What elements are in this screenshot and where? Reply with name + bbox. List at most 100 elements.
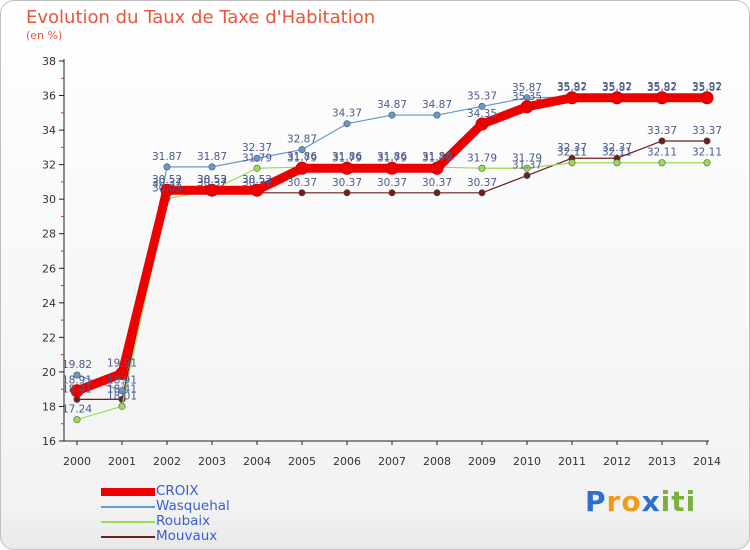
data-label: 31.86: [377, 151, 407, 163]
data-label: 30.37: [422, 177, 452, 189]
data-point: [703, 137, 711, 145]
data-label: 30.37: [287, 177, 317, 189]
data-point: [700, 91, 714, 105]
data-label: 32.87: [287, 134, 317, 146]
data-label: 34.87: [422, 99, 452, 111]
data-label: 32.11: [557, 147, 587, 159]
data-label: 31.79: [467, 152, 497, 164]
data-point: [73, 371, 81, 379]
x-tick-label: 2004: [243, 455, 271, 468]
y-tick-label: 36: [42, 90, 56, 103]
y-tick-label: 38: [42, 55, 56, 68]
data-label: 31.79: [512, 152, 542, 164]
data-label: 30.37: [242, 177, 272, 189]
data-label: 32.11: [647, 147, 677, 159]
x-tick-label: 2003: [198, 455, 226, 468]
data-point: [433, 189, 441, 197]
y-tick-label: 34: [42, 124, 56, 137]
data-label: 31.79: [422, 152, 452, 164]
logo-letter: i: [685, 485, 697, 518]
x-tick-label: 2001: [108, 455, 136, 468]
legend-item-wasquehal: Wasquehal: [101, 498, 301, 515]
data-point: [478, 189, 486, 197]
data-label: 32.37: [557, 142, 587, 154]
data-point: [433, 111, 441, 119]
data-point: [565, 91, 579, 105]
data-point: [610, 91, 624, 105]
logo-letter: P: [585, 485, 607, 518]
data-label: 30.37: [197, 177, 227, 189]
y-tick-label: 22: [42, 331, 56, 344]
data-label: 31.37: [512, 160, 542, 172]
data-point: [385, 161, 399, 175]
series-line-wasquehal: [76, 96, 707, 392]
data-point: [658, 137, 666, 145]
x-tick-label: 2006: [333, 455, 361, 468]
data-point: [163, 163, 171, 171]
x-tick-label: 2007: [378, 455, 406, 468]
data-label: 31.79: [377, 152, 407, 164]
x-tick-label: 2000: [63, 455, 91, 468]
x-tick-label: 2013: [648, 455, 676, 468]
data-label: 30.52: [197, 174, 227, 186]
data-label: 31.86: [422, 151, 452, 163]
data-point: [298, 146, 306, 154]
data-point: [250, 183, 264, 197]
data-label: 30.03: [152, 183, 182, 195]
chart-title: Evolution du Taux de Taxe d'Habitation: [26, 7, 376, 28]
data-label: 35.92: [602, 81, 632, 93]
data-point: [478, 164, 486, 172]
y-tick-label: 16: [42, 435, 56, 448]
data-label: 30.37: [152, 177, 182, 189]
data-label: 35.37: [467, 90, 497, 102]
data-label: 30.37: [332, 177, 362, 189]
x-tick-label: 2008: [423, 455, 451, 468]
data-point: [703, 159, 711, 167]
data-point: [388, 189, 396, 197]
chart-axes: 16 18 20 22 24 26 28 30 32 34 36 38 2000 2001 2002 2003…: [42, 55, 721, 468]
data-label: 32.37: [242, 142, 272, 154]
data-label: 34.87: [377, 99, 407, 111]
data-point: [253, 164, 261, 172]
data-point: [205, 183, 219, 197]
data-label: 35.87: [692, 82, 722, 94]
data-label: 19.91: [107, 357, 137, 369]
data-label: 17.24: [62, 404, 92, 416]
logo-letter: r: [606, 485, 622, 518]
legend-item-roubaix: Roubaix: [101, 513, 301, 530]
data-point: [118, 387, 126, 395]
data-point: [523, 164, 531, 172]
data-label: 18.01: [107, 390, 137, 402]
data-label: 31.86: [332, 151, 362, 163]
data-point: [343, 120, 351, 128]
data-label: 30.37: [377, 177, 407, 189]
legend-swatch: [101, 521, 155, 523]
logo-letter: o: [621, 485, 642, 518]
legend-label: Mouvaux: [156, 528, 218, 544]
data-point: [340, 161, 354, 175]
x-tick-label: 2009: [468, 455, 496, 468]
data-label: 35.87: [512, 82, 542, 94]
legend-swatch: [101, 488, 155, 496]
x-tick-label: 2014: [693, 455, 721, 468]
data-label: 32.11: [692, 147, 722, 159]
legend-swatch: [101, 506, 155, 508]
x-tick-label: 2010: [513, 455, 541, 468]
y-tick-label: 20: [42, 366, 56, 379]
data-point: [478, 102, 486, 110]
data-label: 34.35: [467, 108, 497, 120]
data-label: 18.41: [62, 383, 92, 395]
y-tick-label: 24: [42, 297, 56, 310]
data-label: 19.82: [62, 359, 92, 371]
data-label: 31.79: [242, 152, 272, 164]
legend-swatch: [101, 536, 155, 538]
data-point: [118, 402, 126, 410]
data-label: 32.11: [602, 147, 632, 159]
data-point: [115, 366, 129, 380]
legend-label: Wasquehal: [156, 498, 230, 514]
legend-label: Roubaix: [156, 513, 211, 529]
data-point: [298, 189, 306, 197]
data-point: [208, 163, 216, 171]
